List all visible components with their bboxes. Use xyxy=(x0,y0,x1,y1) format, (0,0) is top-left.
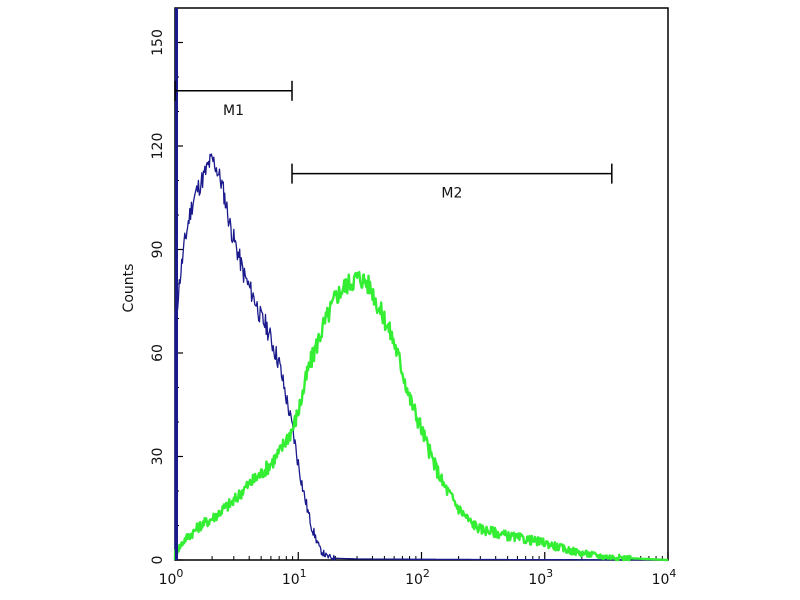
y-tick-label: 30 xyxy=(150,448,166,466)
y-tick-label: 60 xyxy=(150,344,166,362)
y-tick-label: 150 xyxy=(150,29,166,56)
region-markers: M1 M2 xyxy=(174,80,613,202)
x-axis-ticks: 100 101 102 103 104 xyxy=(159,552,677,588)
y-tick-label: 90 xyxy=(150,241,166,259)
histogram-series xyxy=(173,8,669,562)
marker-label: M1 xyxy=(223,103,244,119)
y-tick-label: 0 xyxy=(150,556,166,565)
y-tick-label: 120 xyxy=(150,133,166,160)
x-tick-label: 102 xyxy=(405,567,430,588)
y-axis-label: Counts xyxy=(121,264,137,313)
histogram-line-1 xyxy=(174,153,668,561)
x-tick-label: 103 xyxy=(528,567,553,588)
histogram-line-2 xyxy=(173,270,669,562)
x-tick-label: 100 xyxy=(159,567,184,588)
x-tick-label: 101 xyxy=(282,567,307,588)
marker-label: M2 xyxy=(441,186,462,202)
x-tick-label: 104 xyxy=(652,567,677,588)
y-axis-ticks: 0 30 60 90 120 150 xyxy=(150,7,183,565)
